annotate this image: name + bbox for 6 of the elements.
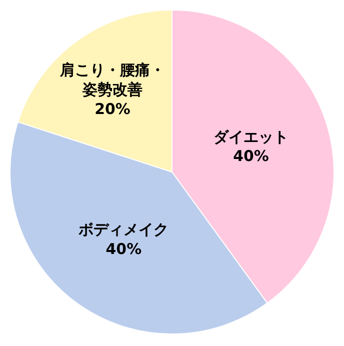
slice-label: ボディメイク <box>78 220 169 239</box>
data-label: 40% <box>106 240 142 258</box>
slice-label: ダイエット <box>213 128 288 146</box>
slice-label: 肩こり・腰痛・姿勢改善 <box>58 61 165 99</box>
data-label: 40% <box>233 147 269 166</box>
data-label: 20% <box>94 100 130 118</box>
